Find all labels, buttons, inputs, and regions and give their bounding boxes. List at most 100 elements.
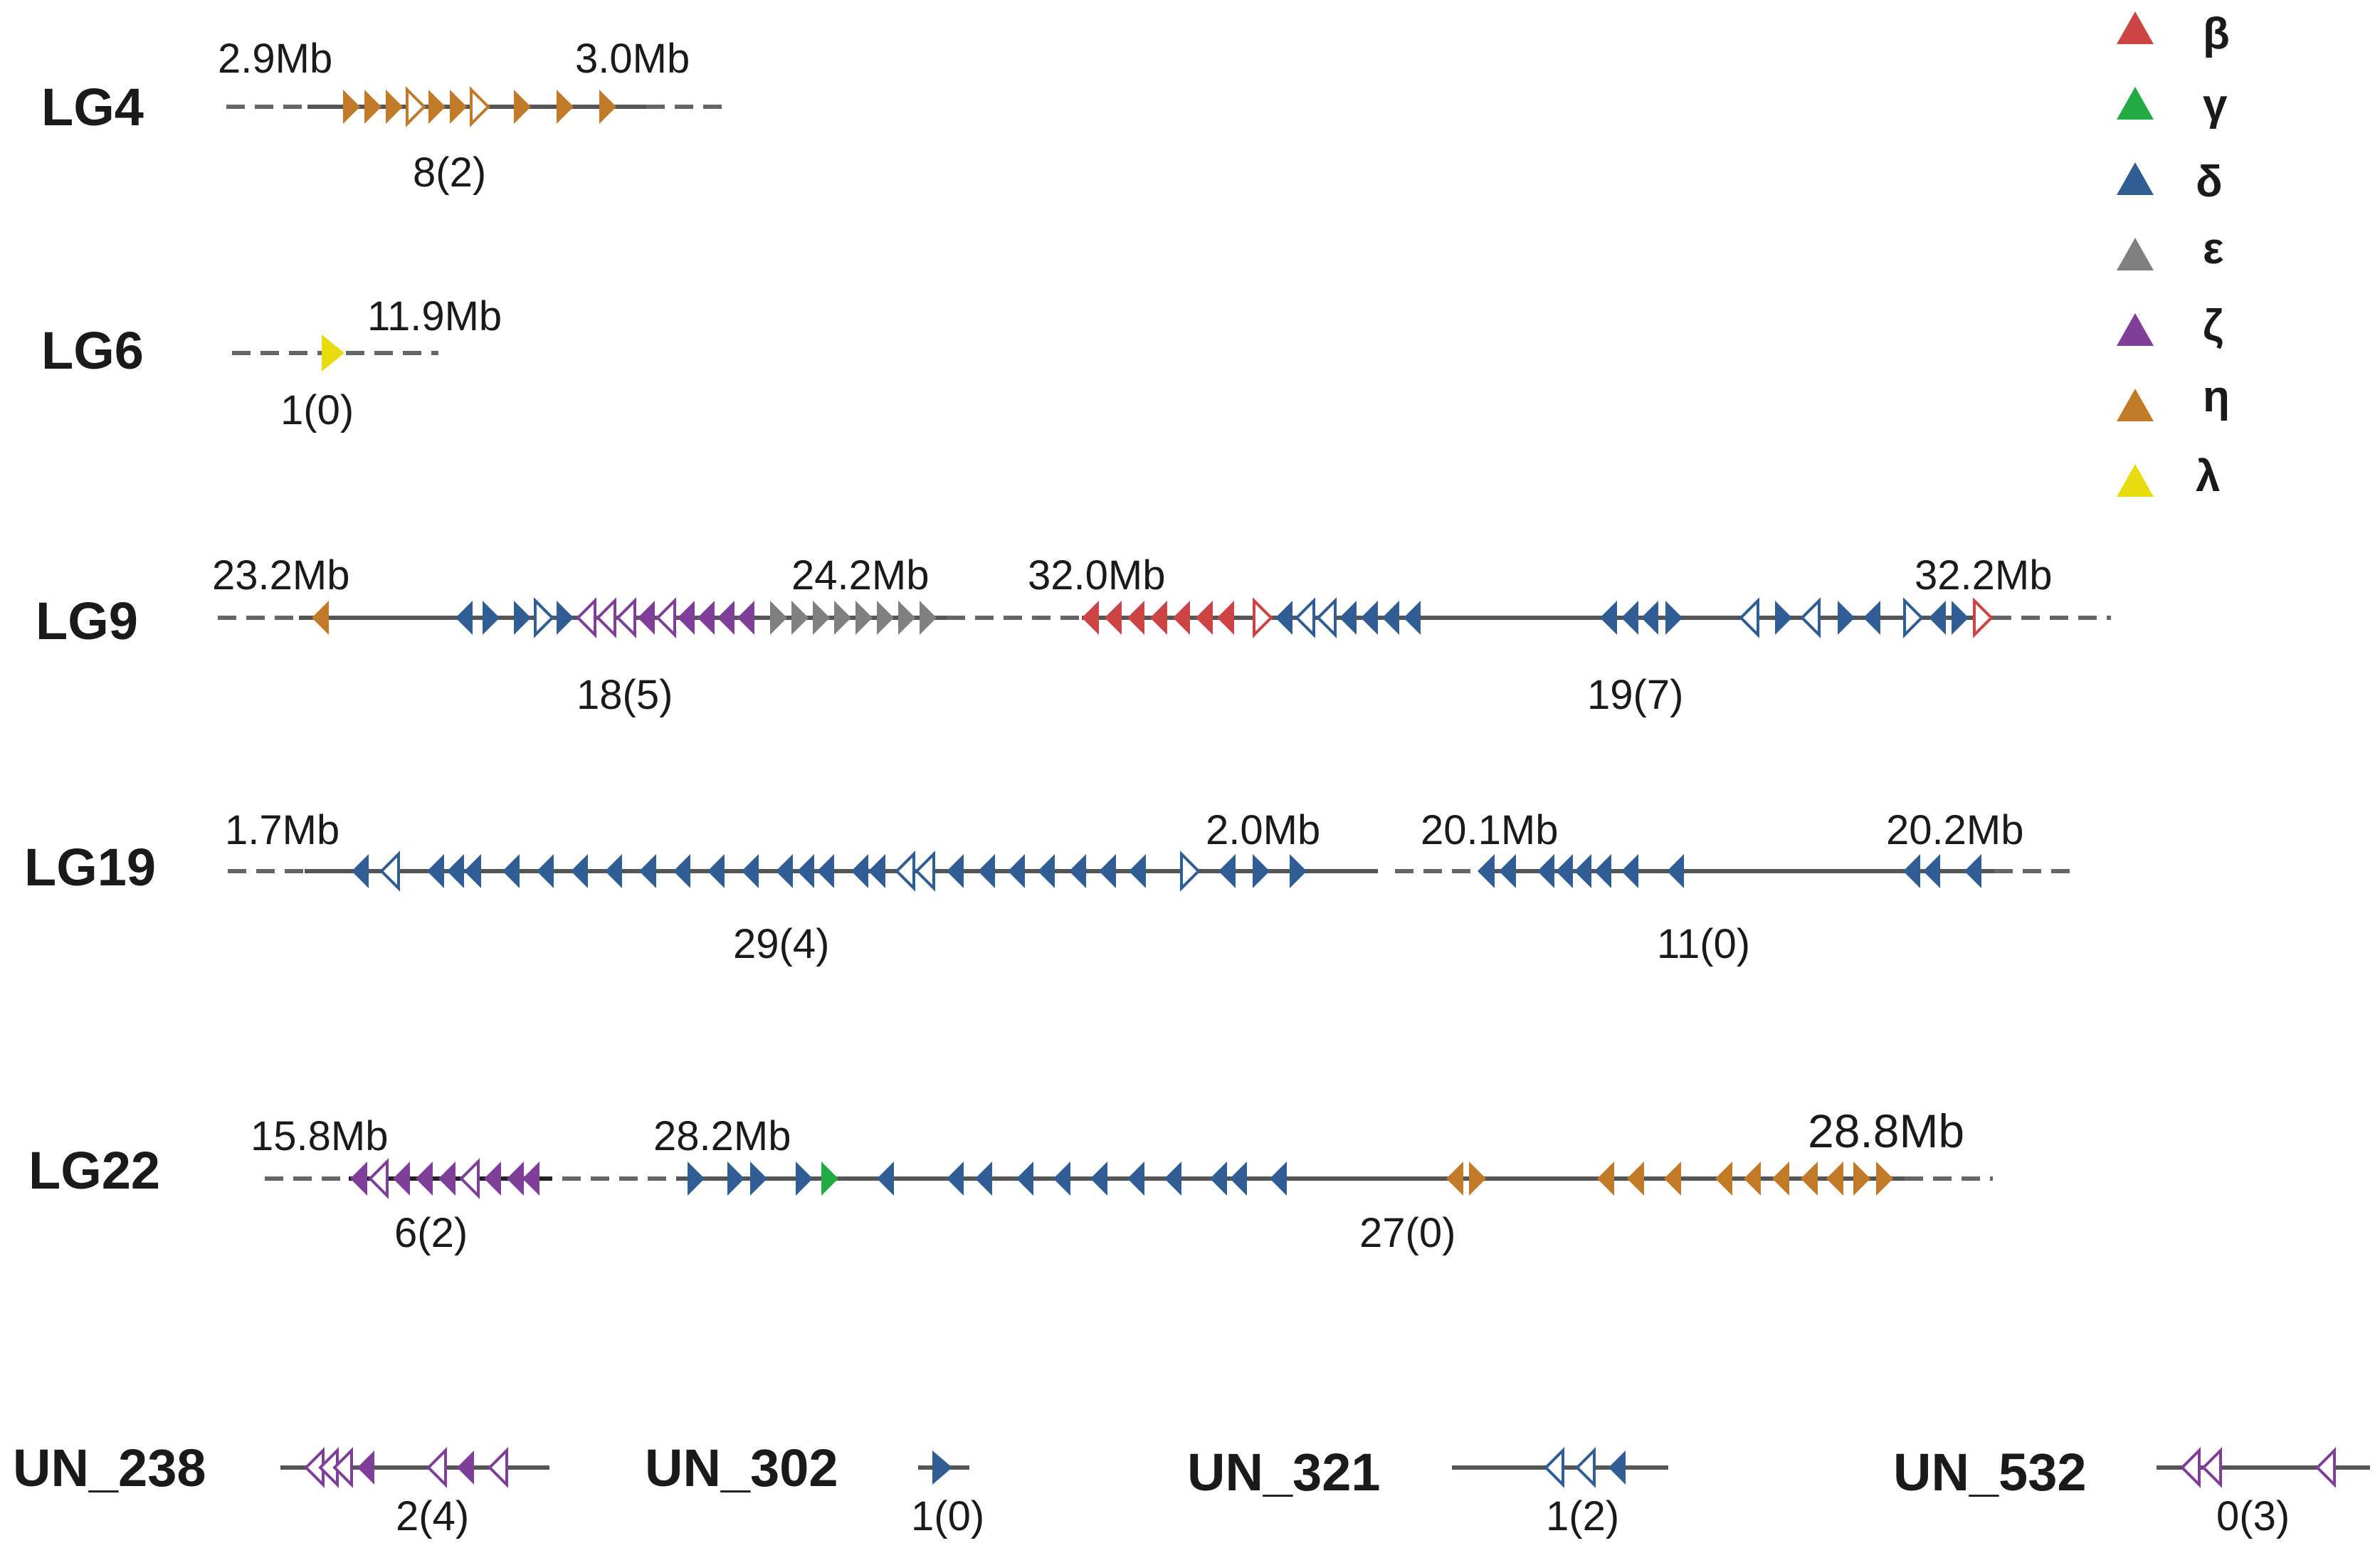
lg22-gene <box>727 1162 744 1196</box>
lg19-gene <box>1574 854 1591 888</box>
lg19-gene <box>978 854 995 888</box>
lg9-gene <box>1196 601 1213 635</box>
lg22-gene <box>688 1162 705 1196</box>
lg9-pos-4: 32.2Mb <box>1915 552 2052 599</box>
lg19-count-2: 11(0) <box>1657 921 1750 967</box>
lg9-gene-pseudo <box>1316 597 1337 638</box>
lg9-gene <box>1404 601 1421 635</box>
lg4-gene <box>343 90 360 124</box>
lg19-gene <box>707 854 725 888</box>
lg9-gene <box>791 601 809 635</box>
lg9-gene-pseudo <box>616 597 636 638</box>
lg19-track: LG19 1.7Mb 2.0Mb 20.1Mb 20.2Mb <box>24 807 2078 967</box>
lg19-gene-pseudo <box>895 851 915 892</box>
lg19-gene <box>1594 854 1611 888</box>
lg19-gene <box>605 854 622 888</box>
lg22-gene <box>750 1162 767 1196</box>
lg22-gene <box>1664 1162 1681 1196</box>
un302-label: UN_302 <box>645 1438 838 1497</box>
lg19-gene <box>427 854 444 888</box>
lg22-gene <box>1127 1162 1144 1196</box>
lg19-gene <box>817 854 834 888</box>
un321-count: 1(2) <box>1546 1493 1619 1539</box>
lg22-gene <box>1826 1162 1843 1196</box>
lg9-gene <box>1665 601 1683 635</box>
lg9-gene <box>1082 601 1099 635</box>
un321-track: UN_321 1(2) <box>1187 1443 1668 1539</box>
lg19-gene <box>1964 854 1981 888</box>
lg4-gene-pseudo <box>406 86 426 127</box>
legend-marker-eta <box>2117 389 2154 421</box>
lg22-gene <box>877 1162 894 1196</box>
lg19-count-1: 29(4) <box>733 921 829 967</box>
lg9-gene <box>1217 601 1234 635</box>
lg9-gene <box>834 601 851 635</box>
un302-gene <box>932 1450 952 1485</box>
lg9-gene <box>1275 601 1292 635</box>
lg9-gene <box>1621 601 1638 635</box>
lg22-gene <box>1627 1162 1644 1196</box>
lg4-count: 8(2) <box>413 149 486 196</box>
lg9-gene <box>1641 601 1658 635</box>
lg9-gene-pseudo <box>1800 597 1821 638</box>
un238-count: 2(4) <box>396 1493 469 1539</box>
lg19-gene <box>1253 854 1270 888</box>
lg19-gene <box>639 854 656 888</box>
lg19-gene <box>776 854 793 888</box>
lg19-gene <box>1069 854 1086 888</box>
lg9-gene-pseudo <box>1739 597 1759 638</box>
lg22-gene <box>1270 1162 1287 1196</box>
lg19-pos-3: 20.1Mb <box>1421 807 1558 853</box>
lg9-gene <box>1382 601 1399 635</box>
lg4-gene <box>364 90 381 124</box>
lg9-gene-pseudo <box>596 597 616 638</box>
lg4-label: LG4 <box>41 78 144 137</box>
un532-gene-pseudo <box>2315 1447 2336 1488</box>
legend-label-lambda: λ <box>2196 452 2220 501</box>
un321-gene <box>1608 1450 1626 1485</box>
lg22-gene-pseudo <box>459 1158 480 1199</box>
lg6-pos: 11.9Mb <box>367 293 502 339</box>
lg6-label: LG6 <box>41 321 144 380</box>
lg22-label: LG22 <box>28 1141 160 1200</box>
lg9-gene-pseudo <box>1295 597 1315 638</box>
lg19-gene <box>868 854 885 888</box>
lg9-gene-pseudo <box>534 597 554 638</box>
lg22-gene <box>350 1162 367 1196</box>
lg9-gene <box>737 601 754 635</box>
legend-label-epsilon: ε <box>2203 224 2223 273</box>
lg19-gene-pseudo <box>915 851 935 892</box>
lg9-gene <box>717 601 734 635</box>
lg9-count-2: 19(7) <box>1587 672 1683 718</box>
lg19-gene <box>947 854 964 888</box>
lg19-pos-2: 2.0Mb <box>1206 807 1320 853</box>
lg19-gene-pseudo <box>379 851 400 892</box>
lg19-gene <box>742 854 759 888</box>
lg9-gene <box>557 601 574 635</box>
lg9-gene <box>1600 601 1617 635</box>
lg4-gene <box>450 90 467 124</box>
lg4-pos-start: 2.9Mb <box>218 36 332 82</box>
lg9-gene <box>1952 601 1969 635</box>
lg4-track: LG4 2.9Mb 3.0Mb 8(2) <box>41 36 729 196</box>
lg19-gene <box>1038 854 1055 888</box>
lg19-gene <box>1923 854 1940 888</box>
legend: β γ δ ε ζ η λ <box>2117 9 2230 501</box>
lg4-gene <box>428 90 446 124</box>
lg9-pos-3: 32.0Mb <box>1028 552 1165 599</box>
lg19-gene <box>1903 854 1920 888</box>
lg9-gene <box>855 601 873 635</box>
lg22-gene <box>947 1162 964 1196</box>
legend-marker-lambda <box>2117 464 2154 497</box>
lg9-gene <box>1150 601 1167 635</box>
lg22-gene <box>1853 1162 1870 1196</box>
lg22-gene <box>1446 1162 1463 1196</box>
lg22-count-2: 27(0) <box>1359 1210 1455 1256</box>
lg9-gene <box>1775 601 1792 635</box>
lg9-gene <box>1863 601 1880 635</box>
lg9-gene <box>456 601 473 635</box>
legend-label-delta: δ <box>2196 157 2223 206</box>
lg22-gene <box>1090 1162 1107 1196</box>
